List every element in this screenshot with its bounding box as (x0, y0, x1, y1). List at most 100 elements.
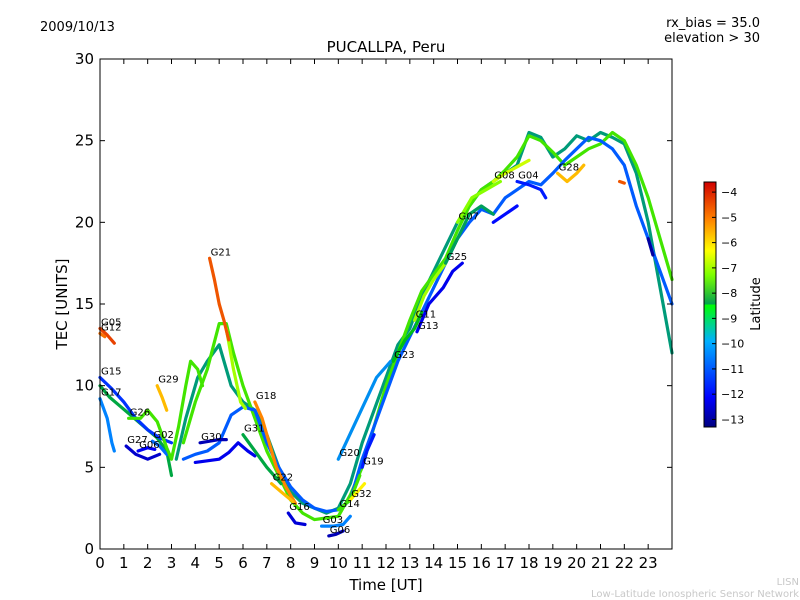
satellite-track-g26 (127, 359, 205, 461)
satellite-label-g06: G06 (139, 440, 159, 451)
satellite-track-g02 (150, 439, 169, 456)
colorbar (703, 181, 717, 428)
satellite-label-g18: G18 (256, 391, 276, 402)
x-tick-label: 5 (214, 554, 224, 572)
tec-track-6 (193, 441, 257, 464)
x-tick-label: 0 (95, 554, 105, 572)
x-tick-label: 12 (376, 554, 395, 572)
colorbar-label: Latitude (749, 277, 764, 331)
x-tick-label: 3 (167, 554, 177, 572)
elevation-label: elevation > 30 (664, 31, 760, 46)
satellite-label-g22: G22 (273, 473, 293, 484)
x-tick-label: 19 (543, 554, 562, 572)
tec-track-2 (181, 135, 674, 513)
satellite-label-g14: G14 (339, 499, 359, 510)
x-tick-label: 9 (310, 554, 320, 572)
x-tick-label: 21 (591, 554, 610, 572)
tec-track-3 (618, 179, 626, 185)
satellite-track-g28 (556, 163, 586, 184)
date-label: 2009/10/13 (40, 20, 115, 35)
x-axis-label: Time [UT] (348, 576, 422, 594)
x-tick-label: 10 (329, 554, 348, 572)
satellite-label-g04: G04 (518, 171, 538, 182)
satellite-track-g13 (415, 261, 464, 334)
colorbar-ticks: −4 −5 −6 −7 −8 −9 −10 −11 −12 −13 (712, 186, 744, 426)
series-labels: G05G12G15G17G27G06G02G29G26G30G21G18G31G… (101, 162, 579, 536)
satellite-label-g31: G31 (244, 424, 264, 435)
satellite-label-g11: G11 (416, 309, 436, 320)
satellite-track-g03 (320, 514, 352, 528)
colorbar-tick-label: −8 (721, 287, 737, 300)
colorbar-tick-label: −10 (721, 338, 744, 351)
tec-track-7 (491, 204, 519, 224)
satellite-track-g06 (327, 529, 345, 538)
satellite-track-g21 (208, 256, 231, 342)
footer-network: Low-Latitude Ionospheric Sensor Network (591, 589, 799, 600)
satellite-track-g07 (455, 179, 502, 224)
satellite-track-g08 (491, 158, 531, 184)
colorbar-tick-label: −4 (721, 186, 737, 199)
satellite-label-g12: G12 (101, 322, 121, 333)
satellite-track-g18 (253, 400, 297, 505)
y-axis-label: TEC [UNITS] (53, 259, 71, 351)
colorbar-tick-label: −5 (721, 211, 737, 224)
satellite-track-g20 (336, 359, 393, 461)
colorbar-tick-label: −6 (721, 237, 737, 250)
y-tick-label: 5 (84, 458, 94, 476)
x-tick-label: 6 (238, 554, 248, 572)
y-tick-label: 0 (84, 540, 94, 558)
colorbar-tick-label: −11 (721, 363, 744, 376)
satellite-track-g11 (413, 261, 448, 322)
satellite-track-g05 (98, 326, 116, 345)
satellite-label-g23: G23 (394, 350, 414, 361)
y-tick-label: 20 (75, 213, 94, 231)
footer-lisn: LISN (777, 577, 799, 588)
satellite-label-g30: G30 (201, 432, 221, 443)
x-tick-label: 23 (639, 554, 658, 572)
satellite-label-g15: G15 (101, 367, 121, 378)
satellite-label-g25: G25 (447, 252, 467, 263)
satellite-label-g05: G05 (101, 318, 121, 329)
satellite-track-g12 (98, 331, 107, 339)
satellite-track-g16 (286, 511, 307, 527)
satellite-track-g25 (444, 204, 495, 265)
satellite-track-g17 (98, 397, 116, 453)
y-tick-label: 10 (75, 377, 94, 395)
satellite-label-g20: G20 (339, 448, 359, 459)
satellite-label-g08: G08 (494, 171, 514, 182)
tec-track-1 (181, 130, 674, 522)
x-tick-label: 18 (519, 554, 538, 572)
colorbar-tick-label: −9 (721, 312, 737, 325)
rx-bias-label: rx_bias = 35.0 (666, 16, 760, 31)
x-tick-label: 20 (567, 554, 586, 572)
x-tick-label: 8 (286, 554, 296, 572)
x-tick-label: 1 (119, 554, 129, 572)
satellite-track-g30 (198, 438, 228, 445)
x-tick-label: 2 (143, 554, 153, 572)
y-tick-label: 15 (75, 295, 94, 313)
plot-frame (99, 58, 673, 550)
data-marks (98, 130, 674, 538)
satellite-label-g26: G26 (130, 407, 150, 418)
satellite-track-g19 (360, 433, 376, 469)
y-axis: 0 5 10 15 20 25 30 (75, 50, 672, 558)
satellite-label-g13: G13 (418, 321, 438, 332)
satellite-track-g29 (155, 384, 169, 412)
colorbar-tick-label: −13 (721, 413, 744, 426)
tec-track-4 (224, 326, 247, 411)
satellite-track-g04 (515, 179, 548, 200)
x-tick-label: 22 (615, 554, 634, 572)
satellite-label-g06: G06 (330, 525, 350, 536)
satellite-label-g16: G16 (289, 502, 309, 513)
x-tick-label: 17 (496, 554, 515, 572)
tec-track-8 (646, 237, 655, 257)
x-tick-label: 16 (472, 554, 491, 572)
satellite-track-g27 (124, 444, 162, 461)
satellite-track-g31 (241, 433, 283, 486)
satellite-label-g07: G07 (459, 211, 479, 222)
satellite-track-g22 (270, 482, 295, 504)
satellite-label-g19: G19 (363, 456, 383, 467)
satellite-label-g29: G29 (158, 375, 178, 386)
y-tick-label: 30 (75, 50, 94, 68)
